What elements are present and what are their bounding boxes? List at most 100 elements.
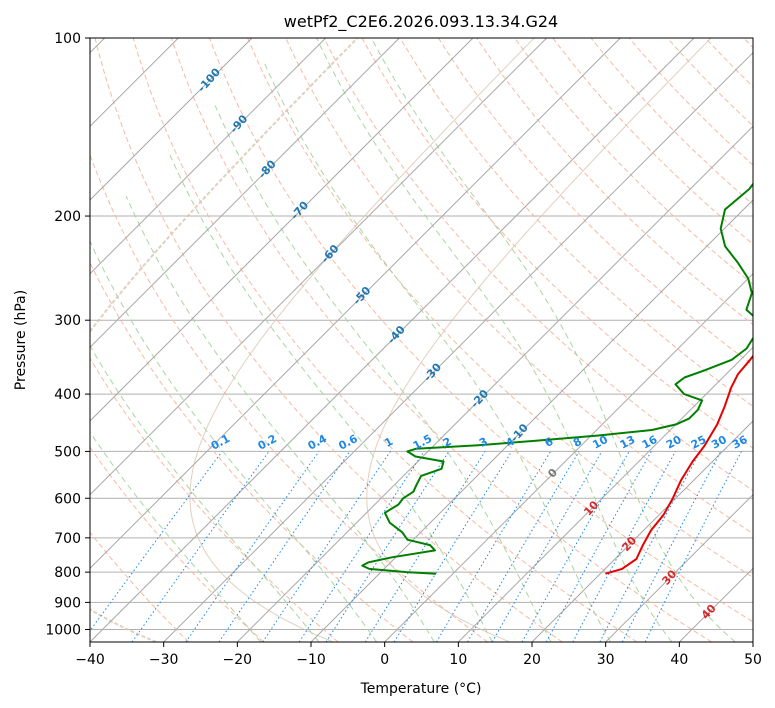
x-tick-label: 40: [670, 652, 688, 668]
dry-adiabat: [247, 38, 753, 578]
mixing-ratio-label: 16: [640, 433, 660, 452]
dry-adiabat: [90, 357, 339, 642]
mixing-ratio-line: [325, 451, 450, 642]
x-tick-label: −20: [223, 652, 253, 668]
mixing-ratio-line: [521, 451, 630, 642]
mixing-ratio-label: 30: [709, 433, 729, 452]
sounding-series: [361, 182, 753, 575]
x-tick-label: 10: [449, 652, 467, 668]
dry-adiabat: [437, 38, 753, 366]
dry-adiabat: [705, 38, 753, 88]
y-tick-label: 100: [54, 31, 81, 47]
mixing-ratio-line: [621, 451, 722, 642]
chart-title: wetPf2_C2E6.2026.093.13.34.G24: [284, 12, 558, 32]
x-tick-label: −30: [149, 652, 179, 668]
dry-adiabat: [90, 153, 488, 642]
isotherm-line: [90, 38, 548, 496]
isotherm-line: [605, 493, 753, 642]
y-tick-label: 800: [54, 565, 81, 581]
mixing-ratio-line: [90, 451, 223, 632]
isotherm-line: [90, 38, 400, 349]
mixing-ratio-line: [393, 451, 513, 642]
isotherm-line: [310, 199, 753, 642]
x-axis-title: Temperature (°C): [360, 681, 482, 697]
isotherm-line: [236, 125, 753, 642]
dry-adiabat: [743, 38, 753, 49]
isotherm-label: -100: [195, 65, 223, 94]
dry-adiabat: [399, 38, 753, 408]
isotherm-line: [678, 567, 753, 642]
mixing-ratio-line: [599, 451, 701, 642]
mixing-ratio-label: 0.1: [209, 432, 232, 453]
mixing-ratio-label: 10: [590, 433, 610, 452]
isotherm-line: [457, 346, 753, 642]
dry-adiabat: [285, 38, 753, 535]
reference-lines: [90, 38, 753, 642]
mixing-ratio-line: [467, 451, 580, 642]
dry-adiabat: [170, 38, 712, 642]
x-tick-label: −40: [75, 652, 105, 668]
mixing-ratio-line: [185, 451, 320, 642]
reference-arc: [366, 38, 712, 642]
moist-adiabat: [90, 344, 320, 642]
dry-adiabat: [590, 38, 753, 206]
x-axis: −40 −30 −20 −10 0 10 20 30 40 50: [75, 642, 762, 668]
reference-arc: [189, 38, 535, 642]
mixing-ratio-line: [572, 451, 676, 642]
isotherm-line: [163, 51, 753, 642]
dry-adiabat: [132, 38, 638, 642]
moist-adiabat: [167, 150, 493, 642]
y-tick-label: 900: [54, 595, 81, 611]
reference-line-labels: 0.1 0.2 0.4 0.6 1 1.5 2 3 4 6 8 10 13 16 20 25 30 36-100-…: [195, 65, 750, 622]
mixing-ratio-line: [298, 451, 425, 642]
dewpoint-profile: [361, 182, 753, 575]
isotherm-line: [752, 641, 753, 642]
mixing-ratio-label: 0.4: [306, 432, 330, 453]
y-tick-label: 600: [54, 491, 81, 507]
y-axis-title: Pressure (hPa): [13, 290, 29, 390]
mixing-ratio-label: 36: [730, 433, 750, 452]
x-tick-label: −10: [296, 652, 326, 668]
moist-adiabat: [263, 62, 612, 642]
dry-adiabat: [94, 38, 563, 642]
moist-adiabat: [125, 195, 435, 642]
reference-arc: [90, 38, 359, 642]
y-tick-label: 700: [54, 531, 81, 547]
mixing-ratio-line: [262, 451, 391, 642]
dry-adiabat: [667, 38, 753, 127]
temperature-profile: [605, 354, 753, 575]
mixing-ratio-line: [218, 451, 351, 642]
y-tick-label: 300: [54, 313, 81, 329]
isotherm-line: [90, 38, 253, 201]
isotherm-line: [90, 38, 474, 422]
dry-adiabat: [476, 38, 753, 326]
moist-adiabat: [214, 105, 552, 642]
plot-frame: [89, 37, 754, 643]
x-tick-label: 30: [597, 652, 615, 668]
dry-adiabat: [90, 446, 264, 642]
moist-adiabat: [90, 431, 262, 642]
moist-adiabat: [90, 239, 378, 642]
isotherm-line: [90, 38, 695, 642]
mixing-ratio-label: 6: [543, 435, 556, 450]
y-tick-label: 200: [54, 209, 81, 225]
y-tick-label: 400: [54, 387, 81, 403]
x-tick-label: 50: [744, 652, 762, 668]
isotherm-line: [90, 38, 621, 570]
mixing-ratio-line: [435, 451, 552, 642]
mixing-ratio-label: 20: [664, 433, 684, 452]
x-tick-label: 0: [380, 652, 389, 668]
x-tick-label: 20: [523, 652, 541, 668]
moist-adiabat: [370, 38, 736, 642]
y-axis: 100 200 300 400 500 600 700 800 900 1000: [45, 31, 90, 638]
isotherm-line: [531, 420, 753, 642]
mixing-ratio-label: 1.5: [411, 432, 434, 453]
isotherm-line: [384, 272, 753, 642]
moist-adiabat: [316, 38, 673, 642]
mixing-ratio-label: 1: [382, 435, 395, 450]
dry-adiabat: [552, 38, 753, 245]
dry-adiabat: [90, 531, 190, 642]
dry-adiabat: [209, 38, 753, 623]
mixing-ratio-label: 25: [689, 433, 709, 452]
